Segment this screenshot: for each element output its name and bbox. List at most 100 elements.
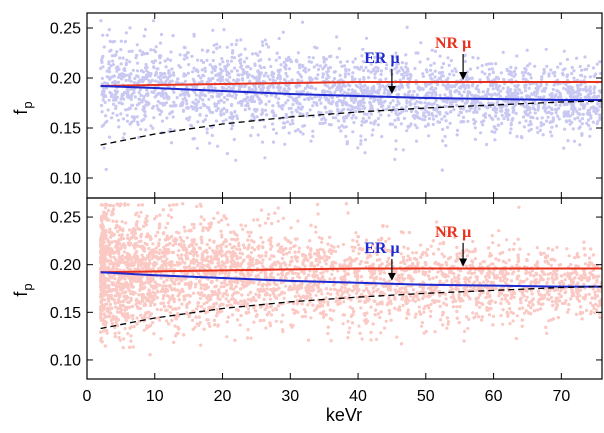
scatter-point: [440, 117, 444, 121]
scatter-point: [549, 106, 554, 111]
scatter-point: [487, 67, 491, 71]
scatter-point: [569, 102, 573, 106]
scatter-point: [420, 324, 424, 328]
scatter-point: [103, 100, 107, 104]
scatter-point: [397, 290, 401, 294]
scatter-point: [524, 83, 528, 87]
scatter-point: [541, 96, 545, 100]
scatter-point: [195, 102, 199, 106]
scatter-point: [562, 86, 566, 90]
scatter-point: [246, 307, 251, 311]
scatter-point: [171, 104, 175, 108]
scatter-point: [585, 101, 589, 106]
scatter-point: [553, 74, 557, 78]
scatter-point: [332, 77, 337, 81]
scatter-point: [387, 105, 391, 109]
scatter-point: [162, 96, 166, 100]
scatter-point: [400, 85, 404, 89]
scatter-point: [358, 78, 362, 82]
scatter-point: [239, 58, 243, 62]
scatter-point: [155, 67, 159, 71]
scatter-point: [523, 66, 527, 71]
scatter-point: [379, 113, 383, 117]
scatter-point: [457, 113, 461, 117]
scatter-point: [141, 97, 146, 101]
scatter-point: [127, 78, 131, 82]
scatter-point: [547, 105, 551, 109]
scatter-point: [335, 35, 339, 39]
scatter-point: [227, 85, 231, 89]
scatter-point: [237, 101, 241, 105]
scatter-point: [250, 52, 255, 56]
scatter-point: [278, 76, 282, 81]
scatter-point: [125, 113, 129, 117]
scatter-point: [335, 104, 339, 108]
scatter-point: [376, 312, 380, 316]
er-mean-line: [100, 85, 602, 101]
scatter-point: [222, 112, 226, 116]
scatter-point: [151, 126, 155, 130]
scatter-point: [200, 93, 204, 97]
scatter-point: [518, 88, 522, 92]
scatter-point: [351, 130, 355, 134]
scatter-point: [389, 122, 393, 126]
scatter-point: [216, 92, 220, 96]
scatter-point: [196, 120, 200, 124]
scatter-point: [135, 69, 139, 73]
scatter-point: [461, 107, 465, 111]
scatter-point: [219, 112, 223, 116]
scatter-point: [266, 45, 271, 49]
scatter-point: [511, 106, 515, 110]
scatter-point: [203, 66, 207, 70]
scatter-point: [266, 89, 270, 93]
scatter-point: [482, 113, 486, 117]
scatter-point: [115, 113, 119, 117]
scatter-point: [356, 85, 360, 89]
scatter-point: [327, 122, 332, 127]
scatter-point: [191, 70, 195, 74]
scatter-point: [441, 127, 445, 131]
scatter-point: [454, 88, 458, 93]
scatter-point: [198, 96, 202, 100]
scatter-point: [297, 95, 301, 99]
er-mu-label: ER μ: [364, 50, 399, 67]
scatter-point: [465, 109, 469, 113]
scatter-point: [480, 70, 484, 74]
scatter-point: [212, 43, 216, 47]
scatter-point: [191, 85, 195, 89]
scatter-point: [549, 263, 553, 267]
scatter-point: [174, 104, 178, 108]
scatter-point: [369, 62, 373, 66]
scatter-point: [455, 245, 459, 250]
scatter-point: [531, 92, 535, 96]
scatter-point: [460, 93, 464, 98]
scatter-point: [339, 78, 343, 82]
scatter-point: [348, 104, 352, 108]
scatter-point: [242, 60, 246, 64]
scatter-point: [290, 110, 294, 114]
scatter-point: [234, 42, 238, 47]
scatter-point: [536, 108, 540, 112]
scatter-point: [354, 109, 358, 113]
scatter-point: [130, 49, 134, 53]
scatter-point: [329, 54, 333, 58]
scatter-point: [343, 72, 347, 76]
scatter-point: [124, 73, 128, 77]
scatter-point: [436, 270, 440, 274]
scatter-point: [261, 43, 265, 48]
scatter-point: [221, 60, 225, 64]
scatter-point: [224, 68, 228, 72]
scatter-point: [594, 111, 598, 116]
scatter-point: [438, 93, 442, 97]
scatter-point: [351, 60, 355, 64]
scatter-point: [295, 85, 299, 89]
scatter-point: [277, 97, 281, 101]
scatter-point: [106, 108, 110, 112]
scatter-point: [529, 282, 533, 286]
scatter-point: [204, 114, 208, 118]
scatter-point: [158, 112, 162, 116]
scatter-point: [109, 64, 113, 68]
scatter-point: [524, 309, 528, 313]
scatter-point: [222, 281, 227, 285]
scatter-point: [523, 89, 528, 93]
